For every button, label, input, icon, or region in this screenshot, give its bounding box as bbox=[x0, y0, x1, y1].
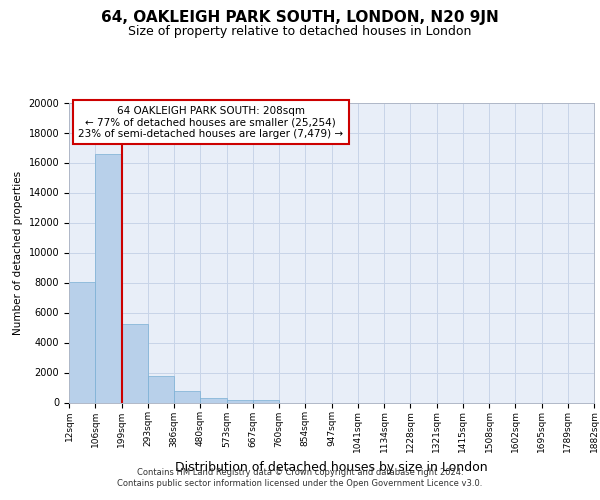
Bar bbox=[148, 376, 174, 402]
Text: Size of property relative to detached houses in London: Size of property relative to detached ho… bbox=[128, 24, 472, 38]
Bar bbox=[227, 400, 253, 402]
Bar bbox=[200, 398, 227, 402]
Bar bbox=[69, 282, 95, 403]
X-axis label: Distribution of detached houses by size in London: Distribution of detached houses by size … bbox=[175, 460, 488, 473]
Bar bbox=[253, 400, 279, 402]
Text: 64 OAKLEIGH PARK SOUTH: 208sqm
← 77% of detached houses are smaller (25,254)
23%: 64 OAKLEIGH PARK SOUTH: 208sqm ← 77% of … bbox=[78, 106, 343, 138]
Bar bbox=[174, 391, 200, 402]
Bar bbox=[95, 154, 121, 402]
Text: Contains public sector information licensed under the Open Government Licence v3: Contains public sector information licen… bbox=[118, 479, 482, 488]
Bar bbox=[121, 324, 148, 402]
Text: 64, OAKLEIGH PARK SOUTH, LONDON, N20 9JN: 64, OAKLEIGH PARK SOUTH, LONDON, N20 9JN bbox=[101, 10, 499, 25]
Text: Contains HM Land Registry data © Crown copyright and database right 2024.: Contains HM Land Registry data © Crown c… bbox=[137, 468, 463, 477]
Y-axis label: Number of detached properties: Number of detached properties bbox=[13, 170, 23, 334]
